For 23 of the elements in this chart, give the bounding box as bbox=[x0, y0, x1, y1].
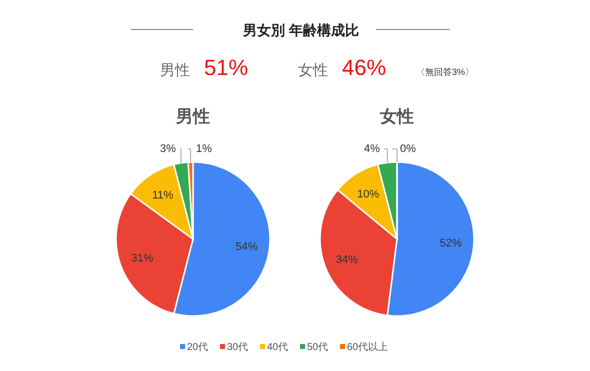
data-label: 10% bbox=[357, 188, 380, 200]
data-label: 34% bbox=[336, 254, 358, 266]
legend-label: 30代 bbox=[227, 342, 248, 353]
data-label: 11% bbox=[152, 189, 174, 202]
data-label: 4% bbox=[364, 143, 380, 155]
text: 51% bbox=[204, 55, 248, 80]
chart-title: 男女別 年齢構成比 bbox=[242, 22, 359, 38]
text: 男性 bbox=[160, 62, 190, 79]
data-label: 31% bbox=[131, 252, 154, 264]
data-label: 1% bbox=[196, 143, 212, 155]
legend-label: 50代 bbox=[307, 342, 328, 353]
chart-subtitle: 女性 bbox=[379, 107, 414, 126]
chart-subtitle: 男性 bbox=[175, 107, 210, 126]
text: 〈無回答3%〉 bbox=[416, 67, 474, 77]
legend-label: 40代 bbox=[267, 342, 288, 353]
legend-label: 20代 bbox=[187, 342, 208, 353]
data-label: 52% bbox=[440, 237, 462, 250]
text: 女性 bbox=[298, 62, 328, 79]
data-label: 54% bbox=[235, 240, 258, 253]
text: 0% bbox=[400, 143, 416, 155]
data-label: 3% bbox=[160, 143, 176, 155]
legend-label: 60代以上 bbox=[347, 341, 388, 353]
text: 46% bbox=[342, 55, 386, 80]
